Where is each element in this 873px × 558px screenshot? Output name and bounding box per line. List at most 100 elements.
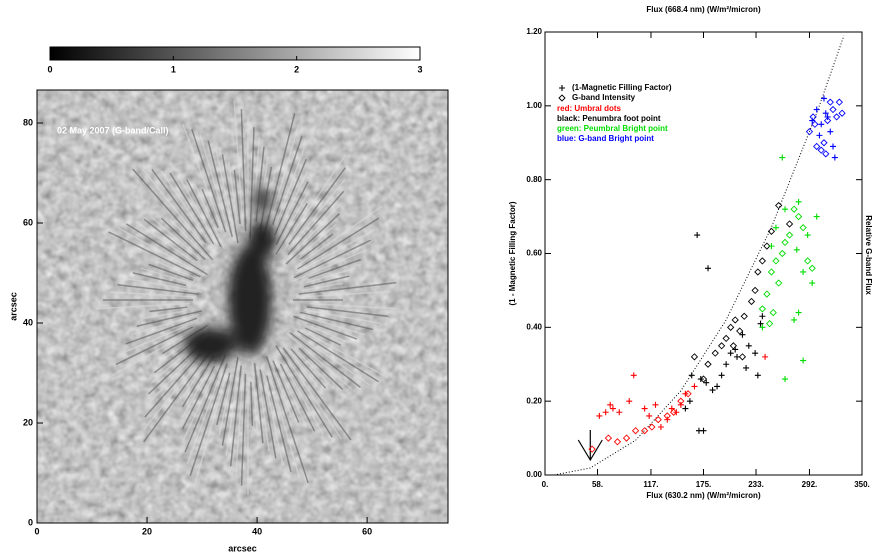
cross-point — [782, 376, 789, 383]
diamond-point — [729, 342, 738, 350]
fibril — [309, 302, 396, 310]
legend-note: green: Peumbral Bright point — [557, 124, 668, 133]
fibril — [152, 217, 202, 261]
fibril — [297, 217, 380, 270]
diamond-point — [622, 434, 631, 442]
fibril — [288, 167, 347, 246]
diamond-point — [813, 142, 821, 151]
fibril — [193, 183, 226, 249]
x-tick-label: 175. — [696, 480, 712, 489]
diamond-point — [767, 227, 776, 235]
fibril — [184, 353, 227, 453]
cross-point — [793, 246, 800, 253]
fibril — [120, 321, 196, 355]
fibril — [303, 309, 381, 325]
fibril — [286, 202, 343, 260]
fibril — [216, 372, 231, 426]
diamond-point — [763, 290, 771, 298]
cross-point — [703, 379, 710, 386]
cross-point — [804, 232, 811, 239]
fibril — [293, 331, 370, 386]
cross-point — [813, 213, 820, 220]
diamond-point — [758, 305, 767, 313]
fibril — [136, 310, 202, 327]
fibril — [295, 228, 376, 275]
y-tick-label: 40 — [23, 317, 33, 327]
fibril — [117, 226, 205, 277]
cross-point — [791, 316, 798, 323]
fibril — [297, 330, 380, 383]
cross-point — [782, 206, 789, 213]
fibril — [296, 313, 366, 336]
x-axis-label: arcsec — [228, 543, 257, 553]
fibril — [285, 213, 340, 265]
cross-point — [827, 128, 834, 135]
diamond-point — [738, 353, 747, 361]
cross-point — [630, 372, 637, 379]
fibril — [276, 362, 308, 428]
x-tick-label: 20 — [142, 526, 152, 536]
diamond-point — [754, 268, 762, 276]
fibril — [201, 188, 219, 229]
fibril — [282, 347, 352, 441]
diamond-point — [669, 408, 678, 416]
fibril — [108, 231, 201, 278]
cross-point — [822, 110, 829, 117]
y-tick-label: 0.00 — [526, 470, 542, 479]
fibril — [227, 161, 238, 221]
fibril — [308, 258, 362, 279]
fibril — [287, 190, 345, 256]
diamond-point — [558, 94, 566, 102]
fibril — [240, 373, 247, 486]
cross-point — [626, 398, 633, 405]
fibril — [181, 355, 215, 408]
cross-point — [602, 409, 609, 416]
fibril — [299, 311, 374, 331]
diamond-point — [654, 415, 662, 424]
x-tick-label: 40 — [252, 526, 262, 536]
cross-point — [727, 350, 734, 357]
legend-label: G-band Intensity — [572, 93, 636, 102]
fibril — [299, 233, 334, 260]
diamond-point — [588, 445, 596, 453]
x-tick-label: 233. — [748, 480, 764, 489]
fibril — [266, 375, 292, 473]
diamond-point — [711, 349, 719, 357]
fibril — [268, 358, 293, 418]
fibril — [96, 302, 191, 310]
fibril — [181, 360, 215, 419]
diamond-point — [631, 427, 640, 435]
y-axis-label: (1 - Magnetic Filling Factor) — [508, 201, 517, 305]
colorbar-tick-label: 3 — [417, 64, 422, 74]
cross-point — [743, 364, 750, 371]
cross-point — [700, 427, 707, 434]
legend-label: (1-Magnetic Filling Factor) — [572, 83, 672, 92]
cross-point — [739, 331, 746, 338]
cross-point — [762, 353, 769, 360]
fibril — [288, 154, 346, 240]
fibril — [279, 363, 316, 432]
diamond-point — [785, 220, 794, 228]
fibril — [253, 363, 264, 444]
diamond-point — [775, 279, 783, 287]
diamond-point — [765, 320, 774, 328]
fibril — [293, 239, 371, 279]
cross-point — [646, 412, 653, 419]
fibril — [256, 366, 270, 452]
fibril — [298, 347, 344, 390]
cross-point — [718, 372, 725, 379]
diamond-point — [613, 438, 622, 446]
fibril — [278, 346, 343, 440]
diamond-point — [826, 98, 834, 106]
diamond-point — [751, 286, 759, 295]
cross-point — [657, 424, 664, 431]
fibril — [193, 367, 230, 488]
fibril — [207, 140, 233, 238]
fibril — [169, 218, 210, 260]
fibril — [290, 348, 327, 389]
fibril — [287, 179, 346, 251]
diamond-point — [747, 297, 756, 306]
fibril — [301, 282, 344, 292]
cross-point — [641, 405, 648, 412]
cross-point — [800, 357, 807, 364]
